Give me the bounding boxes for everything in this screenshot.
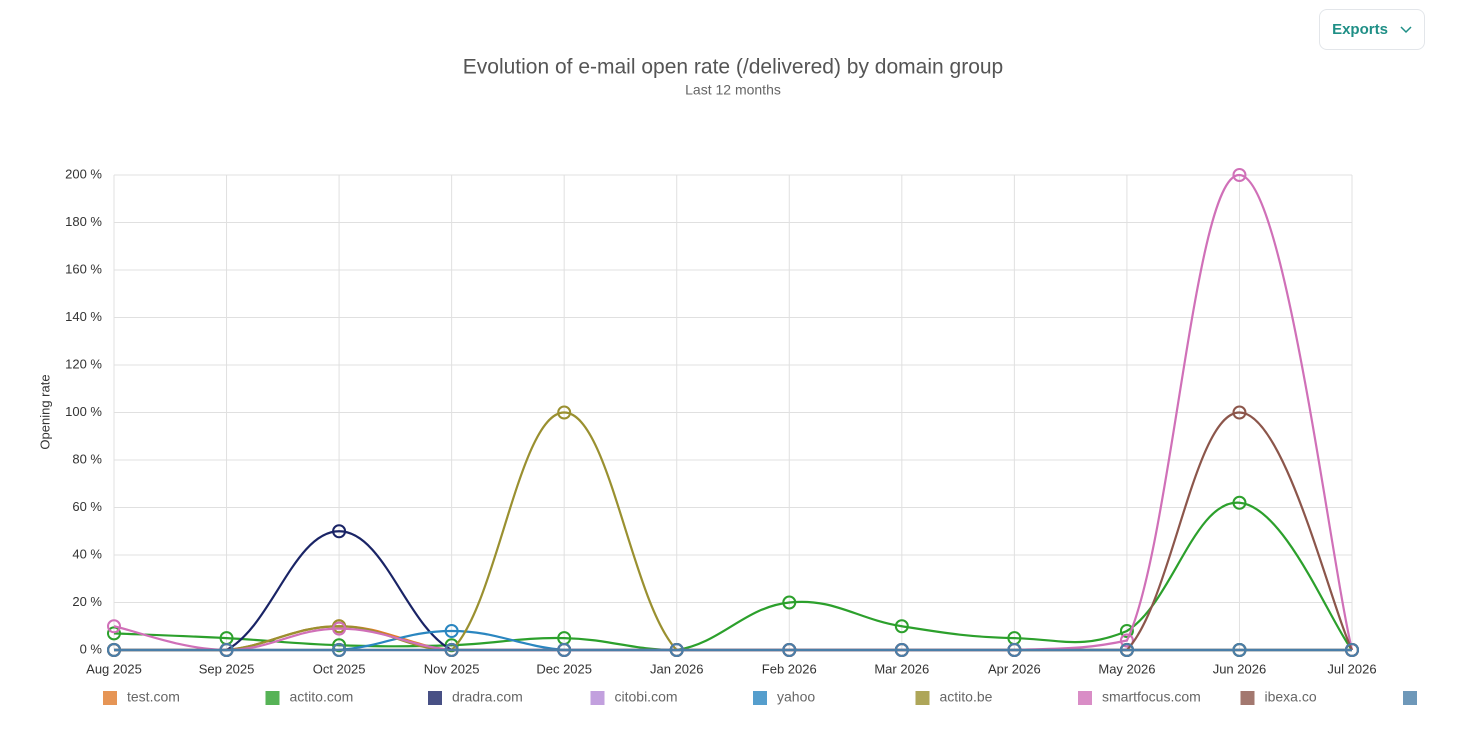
legend-swatch bbox=[1240, 691, 1255, 705]
legend-swatch bbox=[265, 691, 280, 705]
point-marker bbox=[1232, 168, 1247, 182]
point-marker bbox=[444, 643, 459, 657]
y-tick-label: 120 % bbox=[65, 356, 102, 371]
point-marker bbox=[669, 643, 684, 657]
point-marker bbox=[1007, 631, 1022, 646]
y-tick-label: 200 % bbox=[65, 166, 102, 181]
point-marker bbox=[1232, 495, 1247, 510]
point-marker bbox=[107, 626, 121, 641]
legend-label: smartfocus.com bbox=[1102, 689, 1201, 705]
x-tick-label: Feb 2026 bbox=[762, 661, 817, 676]
legend-label: ibexa.co bbox=[1265, 689, 1317, 705]
y-tick-label: 40 % bbox=[72, 546, 102, 561]
legend-label: test.com bbox=[127, 689, 180, 705]
y-tick-label: 80 % bbox=[72, 451, 102, 466]
point-marker bbox=[107, 619, 121, 634]
x-tick-label: Jan 2026 bbox=[650, 661, 704, 676]
point-marker bbox=[219, 631, 234, 646]
legend-label: yahoo bbox=[777, 689, 815, 705]
x-tick-label: Aug 2025 bbox=[86, 661, 142, 676]
point-marker bbox=[894, 643, 909, 657]
legend-swatch bbox=[428, 691, 442, 705]
x-tick-label: Sep 2025 bbox=[199, 661, 255, 676]
point-marker bbox=[1119, 633, 1134, 648]
point-marker bbox=[782, 643, 797, 657]
legend-swatch bbox=[1078, 691, 1092, 705]
series-line bbox=[113, 625, 1352, 652]
point-marker bbox=[444, 624, 459, 638]
point-marker bbox=[332, 643, 347, 657]
y-tick-label: 140 % bbox=[65, 309, 102, 324]
point-marker bbox=[894, 619, 909, 634]
x-tick-label: Oct 2025 bbox=[313, 661, 366, 676]
series-line bbox=[113, 501, 1353, 652]
legend-swatch bbox=[1403, 691, 1417, 705]
legend-swatch bbox=[753, 691, 767, 705]
point-marker bbox=[332, 524, 347, 539]
y-tick-label: 0 % bbox=[80, 641, 103, 656]
series-line bbox=[113, 411, 1353, 652]
point-marker bbox=[1119, 643, 1134, 657]
point-marker bbox=[557, 405, 572, 420]
point-marker bbox=[1119, 624, 1134, 638]
legend-swatch bbox=[915, 691, 930, 705]
chevron bbox=[1400, 25, 1412, 33]
chart-subtitle: Last 12 months bbox=[685, 82, 781, 98]
point-marker bbox=[557, 643, 572, 657]
exports-button[interactable]: Exports bbox=[1319, 9, 1425, 50]
y-tick-label: 60 % bbox=[72, 499, 102, 514]
legend-label: actito.be bbox=[940, 689, 993, 705]
exports-label: Exports bbox=[1332, 21, 1388, 38]
point-marker bbox=[1007, 643, 1022, 657]
point-marker bbox=[1232, 405, 1247, 420]
x-tick-label: Jul 2026 bbox=[1327, 661, 1376, 676]
legend-swatch bbox=[103, 691, 117, 705]
chart-title: Evolution of e-mail open rate (/delivere… bbox=[463, 56, 1003, 79]
legend-swatch bbox=[590, 691, 605, 705]
legend-label: citobi.com bbox=[615, 689, 678, 705]
point-marker bbox=[332, 638, 347, 653]
point-marker bbox=[782, 595, 797, 610]
y-tick-label: 20 % bbox=[72, 594, 102, 609]
y-axis-label: Opening rate bbox=[37, 374, 52, 449]
point-marker bbox=[219, 643, 234, 657]
x-tick-label: Nov 2025 bbox=[424, 661, 480, 676]
series-line bbox=[113, 411, 1352, 652]
point-marker bbox=[332, 621, 347, 636]
point-marker bbox=[1345, 643, 1359, 657]
legend-label: dradra.com bbox=[452, 689, 523, 705]
point-marker bbox=[557, 631, 572, 646]
x-tick-label: Jun 2026 bbox=[1213, 661, 1267, 676]
y-tick-label: 160 % bbox=[65, 261, 102, 276]
x-tick-label: Apr 2026 bbox=[988, 661, 1041, 676]
y-tick-label: 180 % bbox=[65, 214, 102, 229]
point-marker bbox=[107, 643, 121, 657]
y-tick-label: 100 % bbox=[65, 404, 102, 419]
point-marker bbox=[1232, 643, 1247, 657]
x-tick-label: Mar 2026 bbox=[874, 661, 929, 676]
x-tick-label: Dec 2025 bbox=[536, 661, 592, 676]
legend-label: actito.com bbox=[290, 689, 354, 705]
x-tick-label: May 2026 bbox=[1098, 661, 1155, 676]
